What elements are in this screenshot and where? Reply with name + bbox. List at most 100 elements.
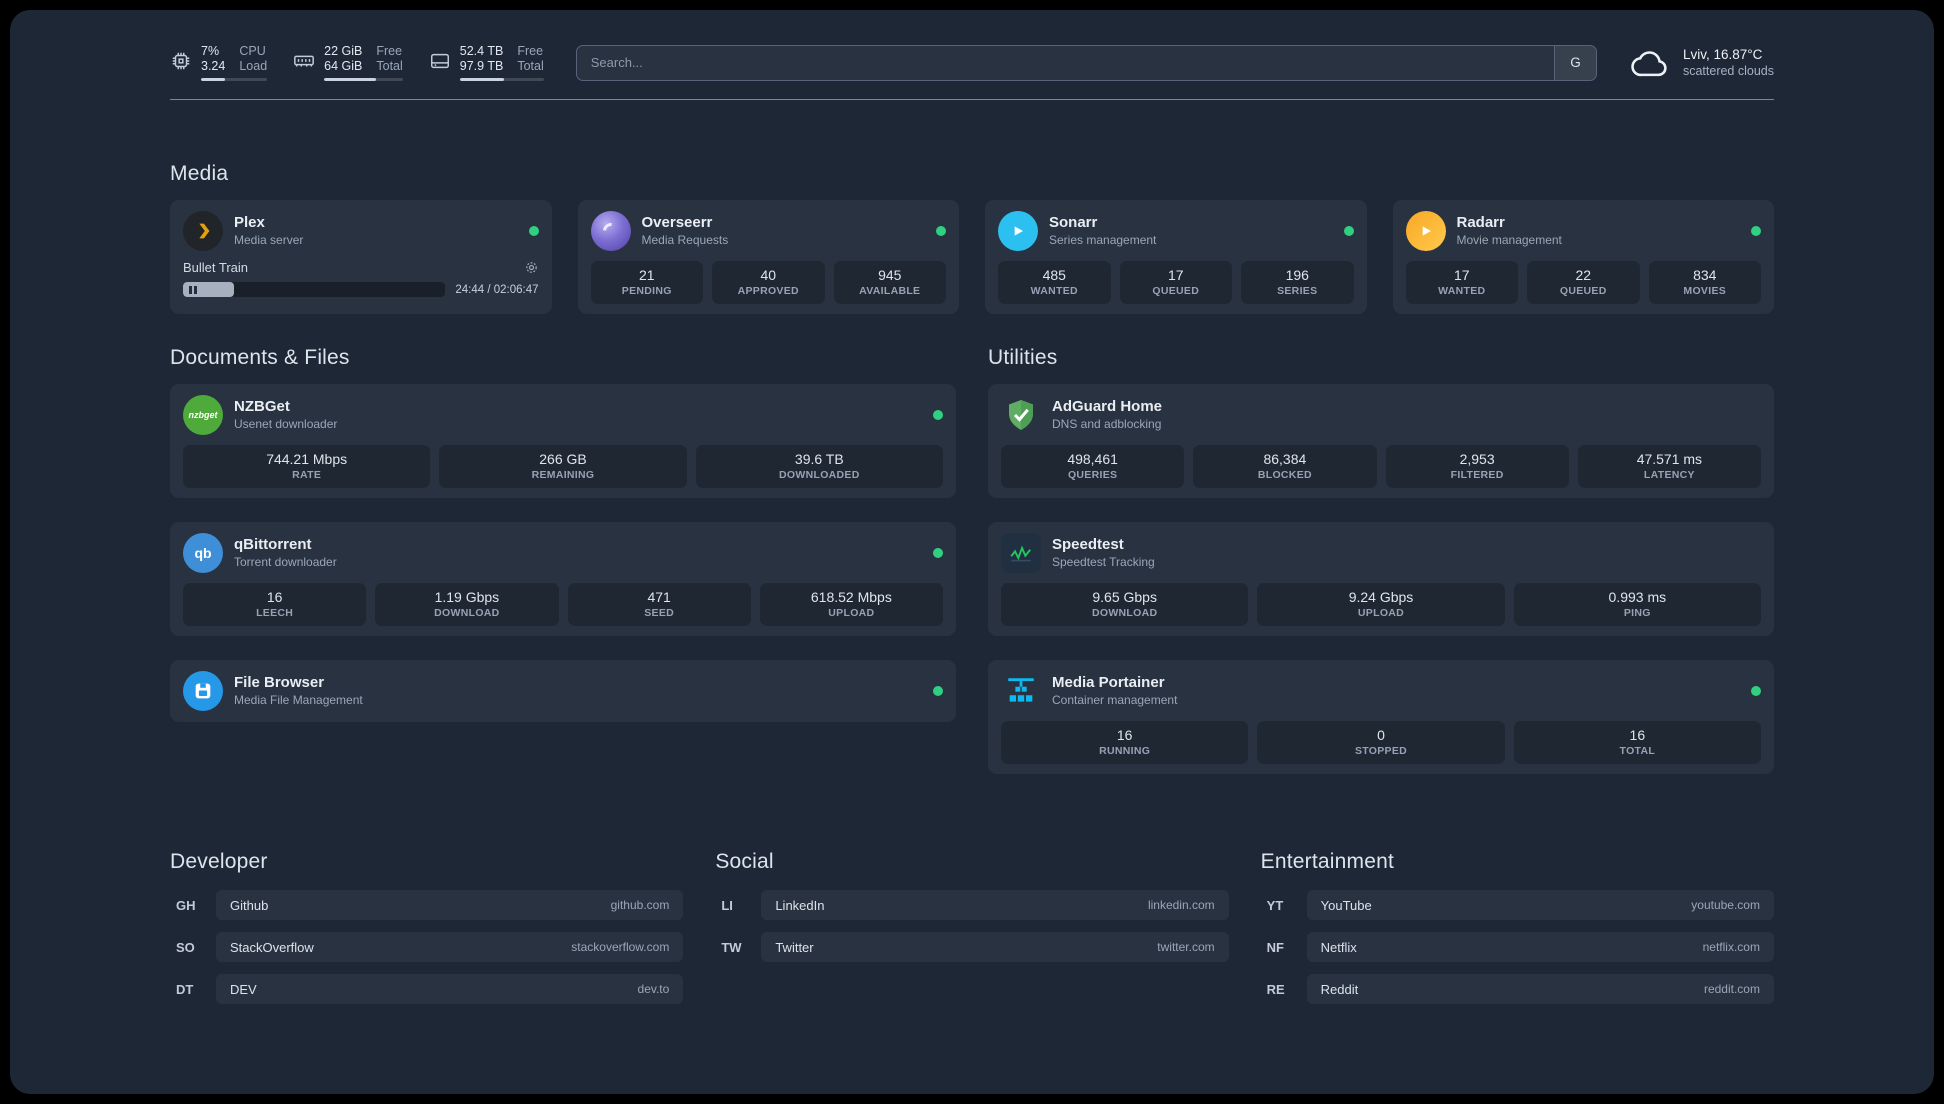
section-title-developer: Developer bbox=[170, 850, 268, 873]
disk-label1: Free bbox=[517, 44, 544, 58]
memory-progressbar bbox=[324, 78, 403, 81]
qbittorrent-stats: 16 LEECH 1.19 Gbps DOWNLOAD 471 SEED 618.52… bbox=[183, 583, 943, 626]
plex-status-dot bbox=[528, 226, 539, 236]
memory-icon bbox=[294, 55, 315, 67]
stat-leech: 16 LEECH bbox=[183, 583, 367, 626]
gear-icon[interactable] bbox=[524, 260, 539, 275]
bookmark-stackoverflow[interactable]: SO StackOverflow stackoverflow.com bbox=[170, 932, 684, 962]
bookmark-url: dev.to bbox=[637, 982, 670, 996]
bookmark-name: Reddit bbox=[1320, 981, 1359, 997]
stat-latency: 47.571 ms LATENCY bbox=[1577, 445, 1761, 488]
filebrowser-status-dot bbox=[933, 686, 943, 696]
search-bar[interactable]: G bbox=[575, 44, 1597, 81]
plex-title: Plex bbox=[234, 214, 265, 232]
cpu-icon bbox=[172, 52, 190, 70]
disk-icon bbox=[430, 53, 449, 69]
section-title-media: Media bbox=[170, 162, 229, 185]
card-filebrowser[interactable]: File Browser Media File Management bbox=[170, 660, 956, 722]
section-utilities: Utilities AdGuard Home bbox=[988, 346, 1774, 774]
adguard-stats: 498,461 QUERIES 86,384 BLOCKED 2,953 FILTER… bbox=[1001, 445, 1761, 488]
card-portainer[interactable]: Media Portainer Container management 16 R… bbox=[988, 660, 1774, 774]
card-speedtest[interactable]: Speedtest Speedtest Tracking 9.65 Gbps DO… bbox=[988, 522, 1774, 636]
search-provider-button[interactable]: G bbox=[1553, 45, 1596, 80]
card-qbittorrent[interactable]: qb qBittorrent Torrent downloader 16 LEEC… bbox=[170, 522, 956, 636]
bookmarks-developer: Developer GH Github github.com SO StackO… bbox=[170, 850, 684, 1004]
stat-upload: 618.52 Mbps UPLOAD bbox=[759, 583, 943, 626]
bookmark-abbr: DT bbox=[176, 981, 194, 997]
nzbget-subtitle: Usenet downloader bbox=[234, 416, 338, 431]
bookmark-abbr: TW bbox=[721, 939, 742, 955]
radarr-subtitle: Movie management bbox=[1456, 232, 1562, 247]
bookmark-abbr: LI bbox=[721, 897, 733, 913]
bookmark-linkedin[interactable]: LI LinkedIn linkedin.com bbox=[715, 890, 1229, 920]
portainer-stats: 16 RUNNING 0 STOPPED 16 TOTAL bbox=[1001, 721, 1761, 764]
nzbget-stats: 744.21 Mbps RATE 266 GB REMAINING 39.6 TB D… bbox=[183, 445, 943, 488]
radarr-icon bbox=[1405, 211, 1446, 251]
disk-label2: Total bbox=[517, 59, 544, 73]
card-overseerr[interactable]: Overseerr Media Requests 21 PENDING 40 APP… bbox=[577, 200, 959, 314]
pause-icon[interactable] bbox=[189, 285, 197, 294]
memory-total: 64 GiB bbox=[324, 59, 363, 73]
section-media: Media Plex Media server Bullet Train bbox=[170, 162, 1774, 314]
bookmark-github[interactable]: GH Github github.com bbox=[170, 890, 684, 920]
overseerr-status-dot bbox=[936, 226, 946, 236]
sonarr-stats: 485 WANTED 17 QUEUED 196 SERIES bbox=[998, 261, 1354, 304]
filebrowser-icon bbox=[183, 671, 223, 711]
adguard-icon bbox=[1001, 395, 1041, 435]
bookmark-abbr: NF bbox=[1266, 939, 1284, 955]
bookmark-dev[interactable]: DT DEV dev.to bbox=[170, 974, 684, 1004]
stat-series: 196 SERIES bbox=[1241, 261, 1354, 304]
system-widgets: 7% CPU 3.24 Load 22 GiB Free 64 GiB Tota… bbox=[170, 44, 544, 81]
stat-wanted: 485 WANTED bbox=[998, 261, 1111, 304]
bookmark-youtube[interactable]: YT YouTube youtube.com bbox=[1261, 890, 1774, 920]
stat-movies: 834 MOVIES bbox=[1648, 261, 1761, 304]
bookmark-url: netflix.com bbox=[1702, 940, 1760, 954]
speedtest-icon bbox=[1001, 533, 1041, 573]
card-plex[interactable]: Plex Media server Bullet Train bbox=[170, 200, 552, 314]
speedtest-subtitle: Speedtest Tracking bbox=[1052, 554, 1155, 569]
stat-download: 1.19 Gbps DOWNLOAD bbox=[375, 583, 559, 626]
bookmark-reddit[interactable]: RE Reddit reddit.com bbox=[1261, 974, 1774, 1004]
stat-queued: 22 QUEUED bbox=[1527, 261, 1640, 304]
bookmark-name: LinkedIn bbox=[775, 897, 825, 913]
speedtest-stats: 9.65 Gbps DOWNLOAD 9.24 Gbps UPLOAD 0.993 … bbox=[1001, 583, 1761, 626]
portainer-subtitle: Container management bbox=[1052, 692, 1178, 707]
stat-download: 9.65 Gbps DOWNLOAD bbox=[1001, 583, 1249, 626]
cpu-load: 3.24 bbox=[201, 59, 226, 73]
overseerr-icon bbox=[590, 211, 631, 251]
qbittorrent-status-dot bbox=[933, 548, 943, 558]
card-adguard[interactable]: AdGuard Home DNS and adblocking 498,461 Q… bbox=[988, 384, 1774, 498]
disk-total: 97.9 TB bbox=[459, 59, 504, 73]
card-radarr[interactable]: Radarr Movie management 17 WANTED 22 QUEUE… bbox=[1392, 200, 1774, 314]
bookmark-url: twitter.com bbox=[1157, 940, 1215, 954]
player-seekbar[interactable] bbox=[183, 282, 446, 297]
dashboard: 7% CPU 3.24 Load 22 GiB Free 64 GiB Tota… bbox=[10, 10, 1934, 1094]
qbittorrent-title: qBittorrent bbox=[234, 536, 312, 554]
adguard-subtitle: DNS and adblocking bbox=[1052, 416, 1162, 431]
filebrowser-title: File Browser bbox=[234, 674, 325, 692]
nzbget-title: NZBGet bbox=[234, 398, 290, 416]
bookmark-name: DEV bbox=[230, 981, 257, 997]
bookmark-netflix[interactable]: NF Netflix netflix.com bbox=[1261, 932, 1774, 962]
search-input[interactable] bbox=[576, 45, 1554, 80]
stat-ping: 0.993 ms PING bbox=[1513, 583, 1761, 626]
bookmark-abbr: YT bbox=[1266, 897, 1284, 913]
overseerr-stats: 21 PENDING 40 APPROVED 945 AVAILABLE bbox=[590, 261, 946, 304]
disk-free: 52.4 TB bbox=[459, 44, 504, 58]
stat-total: 16 TOTAL bbox=[1513, 721, 1761, 764]
weather-location: Lviv, 16.87°C bbox=[1682, 46, 1763, 62]
memory-widget: 22 GiB Free 64 GiB Total bbox=[293, 44, 403, 81]
stat-remaining: 266 GB REMAINING bbox=[439, 445, 687, 488]
memory-label1: Free bbox=[376, 44, 403, 58]
bookmark-twitter[interactable]: TW Twitter twitter.com bbox=[715, 932, 1229, 962]
card-sonarr[interactable]: Sonarr Series management 485 WANTED 17 QUE… bbox=[985, 200, 1367, 314]
overseerr-subtitle: Media Requests bbox=[641, 232, 729, 247]
portainer-status-dot bbox=[1751, 686, 1761, 696]
sonarr-status-dot bbox=[1343, 226, 1354, 236]
stat-seed: 471 SEED bbox=[567, 583, 751, 626]
topbar: 7% CPU 3.24 Load 22 GiB Free 64 GiB Tota… bbox=[170, 44, 1774, 81]
cloud-icon bbox=[1631, 50, 1667, 76]
stat-wanted: 17 WANTED bbox=[1405, 261, 1518, 304]
section-title-utilities: Utilities bbox=[988, 346, 1058, 369]
card-nzbget[interactable]: nzbget NZBGet Usenet downloader 744.21 M… bbox=[170, 384, 956, 498]
